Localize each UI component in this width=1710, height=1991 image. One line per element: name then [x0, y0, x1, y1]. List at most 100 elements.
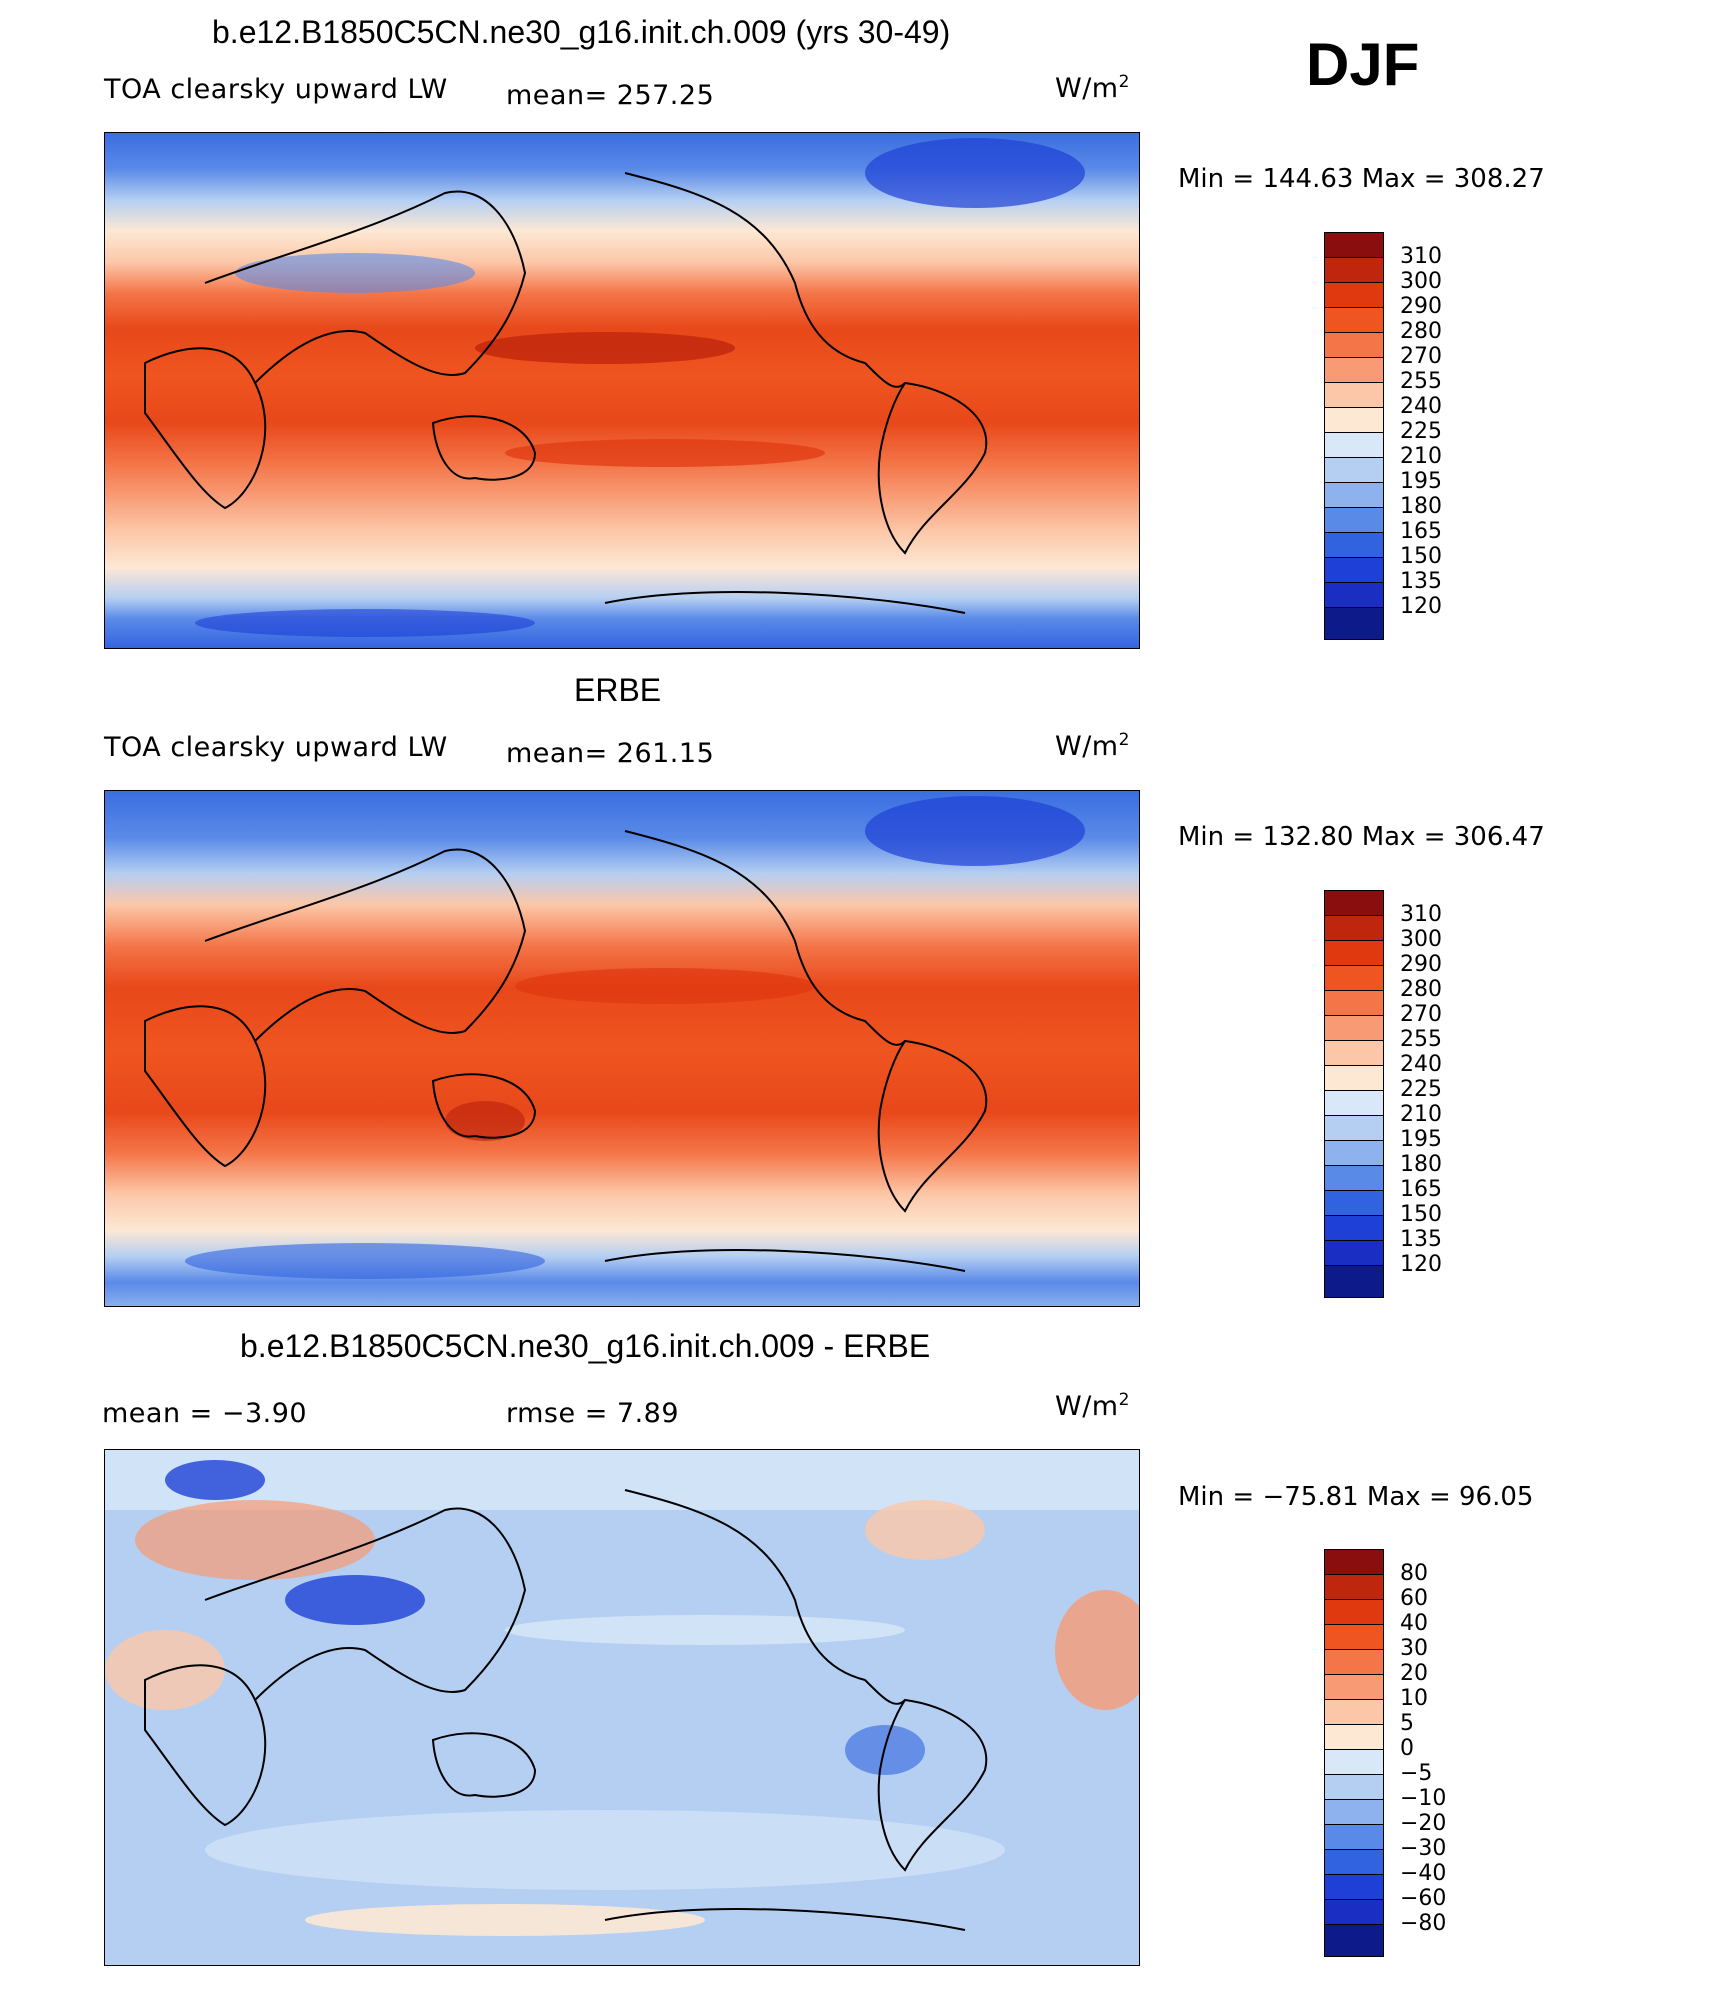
panel1-units: W/m2 [1055, 72, 1130, 104]
panel2-cbar-label: 120 [1400, 1252, 1442, 1277]
panel1-cbar-label: 255 [1400, 369, 1442, 394]
panel3-swatch-9 [1324, 1774, 1384, 1800]
panel1-cbar-label: 310 [1400, 244, 1442, 269]
panel3-swatch-7 [1324, 1724, 1384, 1750]
panel2-map [104, 790, 1140, 1307]
panel2-cbar-label: 225 [1400, 1077, 1442, 1102]
panel3-cbar-label: 80 [1400, 1561, 1428, 1586]
season-label: DJF [1306, 31, 1420, 98]
panel1-colorbar: 310 300 290 280 270 255 240 225 210 195 … [1324, 232, 1442, 640]
panel2-cbar-label: 165 [1400, 1177, 1442, 1202]
panel2-swatch-0 [1324, 890, 1384, 916]
panel2-minmax: Min = 132.80 Max = 306.47 [1178, 822, 1545, 852]
panel3-swatch-3 [1324, 1624, 1384, 1650]
panel2-swatch-10 [1324, 1140, 1384, 1166]
panel2-cbar-label: 310 [1400, 902, 1442, 927]
panel2-variable: TOA clearsky upward LW [104, 732, 448, 763]
panel1-swatch-12 [1324, 532, 1384, 558]
panel3-swatch-1 [1324, 1574, 1384, 1600]
panel2-title: ERBE [574, 672, 662, 708]
panel1-map [104, 132, 1140, 649]
panel1-swatch-3 [1324, 307, 1384, 333]
panel2-cbar-label: 195 [1400, 1127, 1442, 1152]
panel1-swatch-2 [1324, 282, 1384, 308]
panel2-mean: mean= 261.15 [506, 738, 715, 769]
panel2-cbar-label: 270 [1400, 1002, 1442, 1027]
panel1-swatch-1 [1324, 257, 1384, 283]
panel3-colorbar: 80 60 40 30 20 10 5 0 −5 −10 −20 −30 −40… [1324, 1549, 1446, 1957]
panel1-swatch-6 [1324, 382, 1384, 408]
panel3-swatch-8 [1324, 1749, 1384, 1775]
panel2-swatch-7 [1324, 1065, 1384, 1091]
panel3-map [104, 1449, 1140, 1966]
panel2-swatch-11 [1324, 1165, 1384, 1191]
panel1-swatch-0 [1324, 232, 1384, 258]
panel2-cbar-label: 300 [1400, 927, 1442, 952]
panel3-title: b.e12.B1850C5CN.ne30_g16.init.ch.009 - E… [240, 1328, 931, 1364]
panel3-swatch-14 [1324, 1899, 1384, 1925]
panel2-cbar-label: 150 [1400, 1202, 1442, 1227]
panel1-cbar-label: 300 [1400, 269, 1442, 294]
panel2-swatch-6 [1324, 1040, 1384, 1066]
panel2-cbar-label: 240 [1400, 1052, 1442, 1077]
panel3-swatch-11 [1324, 1824, 1384, 1850]
panel2-cbar-label: 135 [1400, 1227, 1442, 1252]
panel2-units: W/m2 [1055, 730, 1130, 762]
panel1-swatch-15 [1324, 607, 1384, 640]
panel2-cbar-label: 210 [1400, 1102, 1442, 1127]
panel1-cbar-label: 135 [1400, 569, 1442, 594]
panel2-cbar-label: 255 [1400, 1027, 1442, 1052]
panel3-cbar-label: 0 [1400, 1736, 1414, 1761]
panel2-swatch-8 [1324, 1090, 1384, 1116]
panel3-swatch-4 [1324, 1649, 1384, 1675]
panel3-swatch-13 [1324, 1874, 1384, 1900]
panel3-cbar-label: 10 [1400, 1686, 1428, 1711]
panel3-swatch-5 [1324, 1674, 1384, 1700]
panel1-variable: TOA clearsky upward LW [104, 74, 448, 105]
panel3-cbar-label: 40 [1400, 1611, 1428, 1636]
panel3-cbar-label: 30 [1400, 1636, 1428, 1661]
panel2-swatch-15 [1324, 1265, 1384, 1298]
panel1-cbar-label: 120 [1400, 594, 1442, 619]
panel2-colorbar: 310 300 290 280 270 255 240 225 210 195 … [1324, 890, 1442, 1298]
panel1-cbar-label: 210 [1400, 444, 1442, 469]
panel1-cbar-label: 240 [1400, 394, 1442, 419]
panel1-swatch-7 [1324, 407, 1384, 433]
panel3-cbar-label: 20 [1400, 1661, 1428, 1686]
panel2-swatch-9 [1324, 1115, 1384, 1141]
panel3-cbar-label: 60 [1400, 1586, 1428, 1611]
panel1-swatch-10 [1324, 482, 1384, 508]
panel2-swatch-13 [1324, 1215, 1384, 1241]
panel1-swatch-11 [1324, 507, 1384, 533]
panel2-cbar-label: 280 [1400, 977, 1442, 1002]
panel2-swatch-3 [1324, 965, 1384, 991]
panel2-swatch-1 [1324, 915, 1384, 941]
panel3-minmax: Min = −75.81 Max = 96.05 [1178, 1482, 1534, 1512]
panel2-swatch-4 [1324, 990, 1384, 1016]
panel3-swatch-15 [1324, 1924, 1384, 1957]
panel2-swatch-12 [1324, 1190, 1384, 1216]
panel1-cbar-label: 225 [1400, 419, 1442, 444]
panel1-cbar-label: 195 [1400, 469, 1442, 494]
panel1-cbar-label: 150 [1400, 544, 1442, 569]
panel3-swatch-12 [1324, 1849, 1384, 1875]
panel3-cbar-label: −20 [1400, 1811, 1447, 1836]
panel1-title: b.e12.B1850C5CN.ne30_g16.init.ch.009 (yr… [212, 14, 951, 50]
panel3-swatch-10 [1324, 1799, 1384, 1825]
panel1-cbar-label: 280 [1400, 319, 1442, 344]
panel3-rmse: rmse = 7.89 [506, 1398, 680, 1429]
panel3-cbar-label: −60 [1400, 1886, 1447, 1911]
panel2-swatch-2 [1324, 940, 1384, 966]
panel3-cbar-label: −80 [1400, 1911, 1447, 1936]
panel1-cbar-label: 290 [1400, 294, 1442, 319]
panel1-swatch-5 [1324, 357, 1384, 383]
panel1-mean: mean= 257.25 [506, 80, 715, 111]
panel3-swatch-0 [1324, 1549, 1384, 1575]
panel3-units: W/m2 [1055, 1390, 1130, 1422]
panel3-swatch-6 [1324, 1699, 1384, 1725]
panel3-cbar-label: −40 [1400, 1861, 1447, 1886]
panel1-swatch-4 [1324, 332, 1384, 358]
panel3-mean: mean = −3.90 [102, 1398, 308, 1429]
panel2-swatch-14 [1324, 1240, 1384, 1266]
panel1-cbar-label: 270 [1400, 344, 1442, 369]
